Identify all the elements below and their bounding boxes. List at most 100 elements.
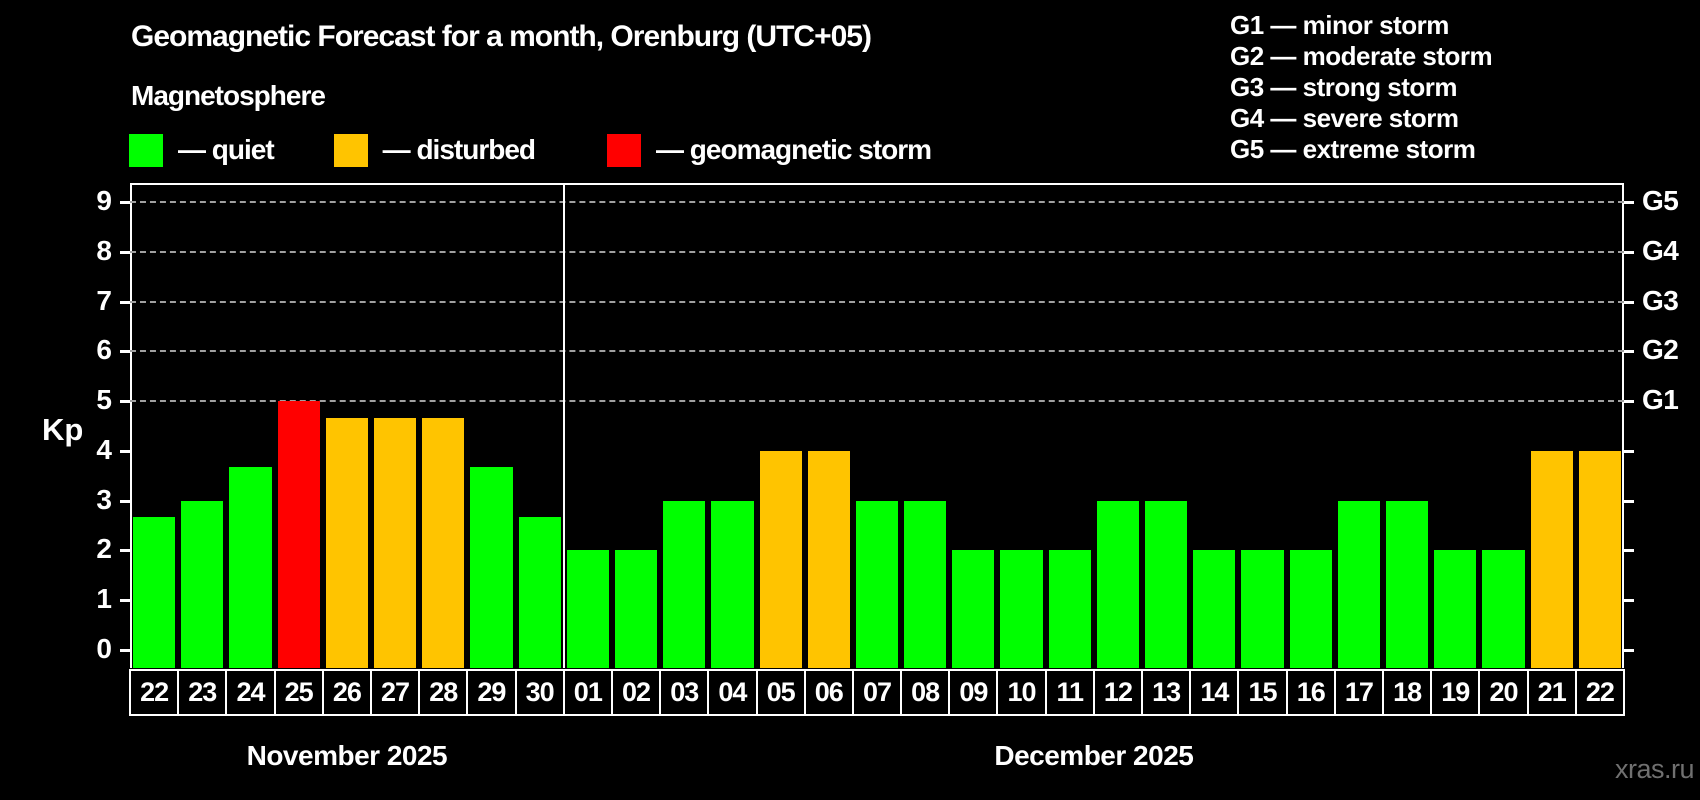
kp-bar-day-13 bbox=[1145, 500, 1188, 668]
day-label-07: 07 bbox=[851, 669, 903, 716]
legend-label-quiet: — quiet bbox=[178, 134, 275, 165]
y-tick-label: 5 bbox=[96, 384, 112, 416]
kp-bar-day-23 bbox=[181, 500, 224, 668]
month-label: November 2025 bbox=[246, 740, 448, 771]
y-tick-label: 1 bbox=[96, 583, 112, 615]
y-tick-label: 3 bbox=[96, 483, 112, 515]
right-axis-label-g5: G5 bbox=[1642, 185, 1679, 216]
kp-bar-day-07 bbox=[855, 500, 899, 668]
g-scale-legend: G1 — minor storm G2 — moderate storm G3 … bbox=[1230, 10, 1493, 165]
day-label-21: 21 bbox=[1526, 669, 1577, 716]
kp-bar-day-25 bbox=[277, 401, 320, 668]
y-tick-label: 4 bbox=[96, 433, 112, 465]
y-axis-tick-right bbox=[1624, 599, 1634, 603]
y-tick-label: 9 bbox=[96, 185, 112, 216]
plot-area bbox=[130, 183, 1624, 668]
day-label-23: 23 bbox=[177, 669, 228, 716]
month-boundary-line bbox=[562, 183, 565, 668]
y-axis-tick-left bbox=[120, 350, 130, 354]
day-label-15: 15 bbox=[1237, 669, 1288, 716]
disturbed-color-swatch bbox=[333, 133, 368, 167]
y-tick-label: 0 bbox=[96, 633, 112, 664]
day-label-17: 17 bbox=[1333, 669, 1385, 716]
g-legend-line-g5: G5 — extreme storm bbox=[1230, 134, 1476, 164]
y-axis-tick-right bbox=[1624, 449, 1634, 453]
gridline-kp9 bbox=[130, 201, 1624, 203]
day-label-30: 30 bbox=[514, 669, 565, 716]
page-title: Geomagnetic Forecast for a month, Orenbu… bbox=[131, 20, 872, 53]
kp-bar-day-16 bbox=[1289, 550, 1332, 668]
month-label: December 2025 bbox=[994, 740, 1194, 771]
kp-bar-day-12 bbox=[1096, 500, 1140, 668]
y-axis-tick-left bbox=[120, 499, 130, 503]
gridline-kp8 bbox=[130, 250, 1624, 253]
y-axis-tick-left bbox=[120, 649, 130, 652]
kp-bar-day-02 bbox=[614, 550, 658, 668]
gridline-kp5 bbox=[130, 400, 1624, 403]
y-axis-tick-left bbox=[120, 599, 130, 603]
kp-bar-day-18 bbox=[1386, 500, 1429, 668]
day-label-27: 27 bbox=[369, 669, 421, 716]
y-axis-label-kp: Kp bbox=[42, 412, 84, 447]
day-label-22: 22 bbox=[129, 669, 180, 716]
kp-bar-day-19 bbox=[1434, 550, 1477, 668]
status-legend: — quiet — disturbed — geomagnetic storm bbox=[129, 132, 932, 168]
y-axis-tick-left bbox=[120, 300, 130, 304]
day-label-08: 08 bbox=[900, 669, 951, 716]
y-tick-label: 2 bbox=[96, 533, 112, 565]
y-axis-tick-right bbox=[1624, 499, 1634, 503]
kp-bar-day-22 bbox=[1578, 450, 1621, 668]
y-axis-tick-right bbox=[1624, 350, 1634, 354]
day-label-13: 13 bbox=[1141, 669, 1192, 716]
day-label-06: 06 bbox=[803, 669, 854, 716]
day-label-19: 19 bbox=[1430, 669, 1481, 716]
right-axis-label-g2: G2 bbox=[1642, 334, 1679, 366]
legend-item-disturbed: — disturbed bbox=[333, 133, 536, 167]
day-label-05: 05 bbox=[755, 669, 806, 716]
y-axis-tick-left bbox=[120, 201, 130, 204]
kp-bar-day-26 bbox=[325, 417, 368, 668]
legend-item-quiet: — quiet bbox=[129, 133, 275, 167]
g-legend-line-g2: G2 — moderate storm bbox=[1230, 41, 1493, 71]
legend-label-storm: — geomagnetic storm bbox=[656, 134, 932, 165]
quiet-color-swatch bbox=[129, 133, 163, 167]
y-axis-tick-left bbox=[120, 449, 130, 453]
day-label-09: 09 bbox=[948, 669, 999, 716]
y-tick-label: 7 bbox=[96, 284, 112, 316]
day-label-24: 24 bbox=[225, 669, 276, 716]
g-legend-line-g1: G1 — minor storm bbox=[1230, 10, 1449, 40]
kp-bar-day-04 bbox=[711, 500, 754, 668]
day-label-14: 14 bbox=[1189, 669, 1240, 716]
kp-bar-day-11 bbox=[1048, 550, 1091, 668]
day-label-22: 22 bbox=[1574, 669, 1625, 716]
storm-color-swatch bbox=[607, 133, 642, 167]
y-axis-tick-right bbox=[1624, 300, 1634, 304]
right-axis-label-g1: G1 bbox=[1642, 384, 1679, 416]
kp-bar-day-08 bbox=[904, 500, 947, 668]
y-tick-label: 6 bbox=[96, 334, 112, 366]
day-label-29: 29 bbox=[466, 669, 517, 716]
y-axis-tick-right bbox=[1624, 649, 1634, 652]
right-axis-label-g3: G3 bbox=[1642, 284, 1679, 316]
kp-bar-day-17 bbox=[1337, 500, 1381, 668]
day-label-10: 10 bbox=[996, 669, 1047, 716]
day-label-12: 12 bbox=[1092, 669, 1144, 716]
y-tick-label: 8 bbox=[96, 234, 112, 266]
kp-bar-day-09 bbox=[952, 550, 995, 668]
kp-bar-day-05 bbox=[759, 450, 802, 668]
day-label-18: 18 bbox=[1382, 669, 1433, 716]
kp-bar-day-21 bbox=[1530, 450, 1573, 668]
legend-label-disturbed: — disturbed bbox=[382, 134, 536, 165]
y-axis-tick-right bbox=[1624, 250, 1634, 254]
day-label-16: 16 bbox=[1285, 669, 1336, 716]
watermark: xras.ru bbox=[1614, 754, 1695, 784]
day-label-28: 28 bbox=[418, 669, 469, 716]
subtitle-magnetosphere: Magnetosphere bbox=[131, 80, 326, 111]
y-axis-tick-right bbox=[1624, 201, 1634, 204]
y-axis-tick-left bbox=[120, 250, 130, 254]
day-label-03: 03 bbox=[659, 669, 710, 716]
y-axis-tick-right bbox=[1624, 400, 1634, 404]
kp-bar-day-15 bbox=[1241, 550, 1284, 668]
legend-item-storm: — geomagnetic storm bbox=[607, 133, 932, 167]
